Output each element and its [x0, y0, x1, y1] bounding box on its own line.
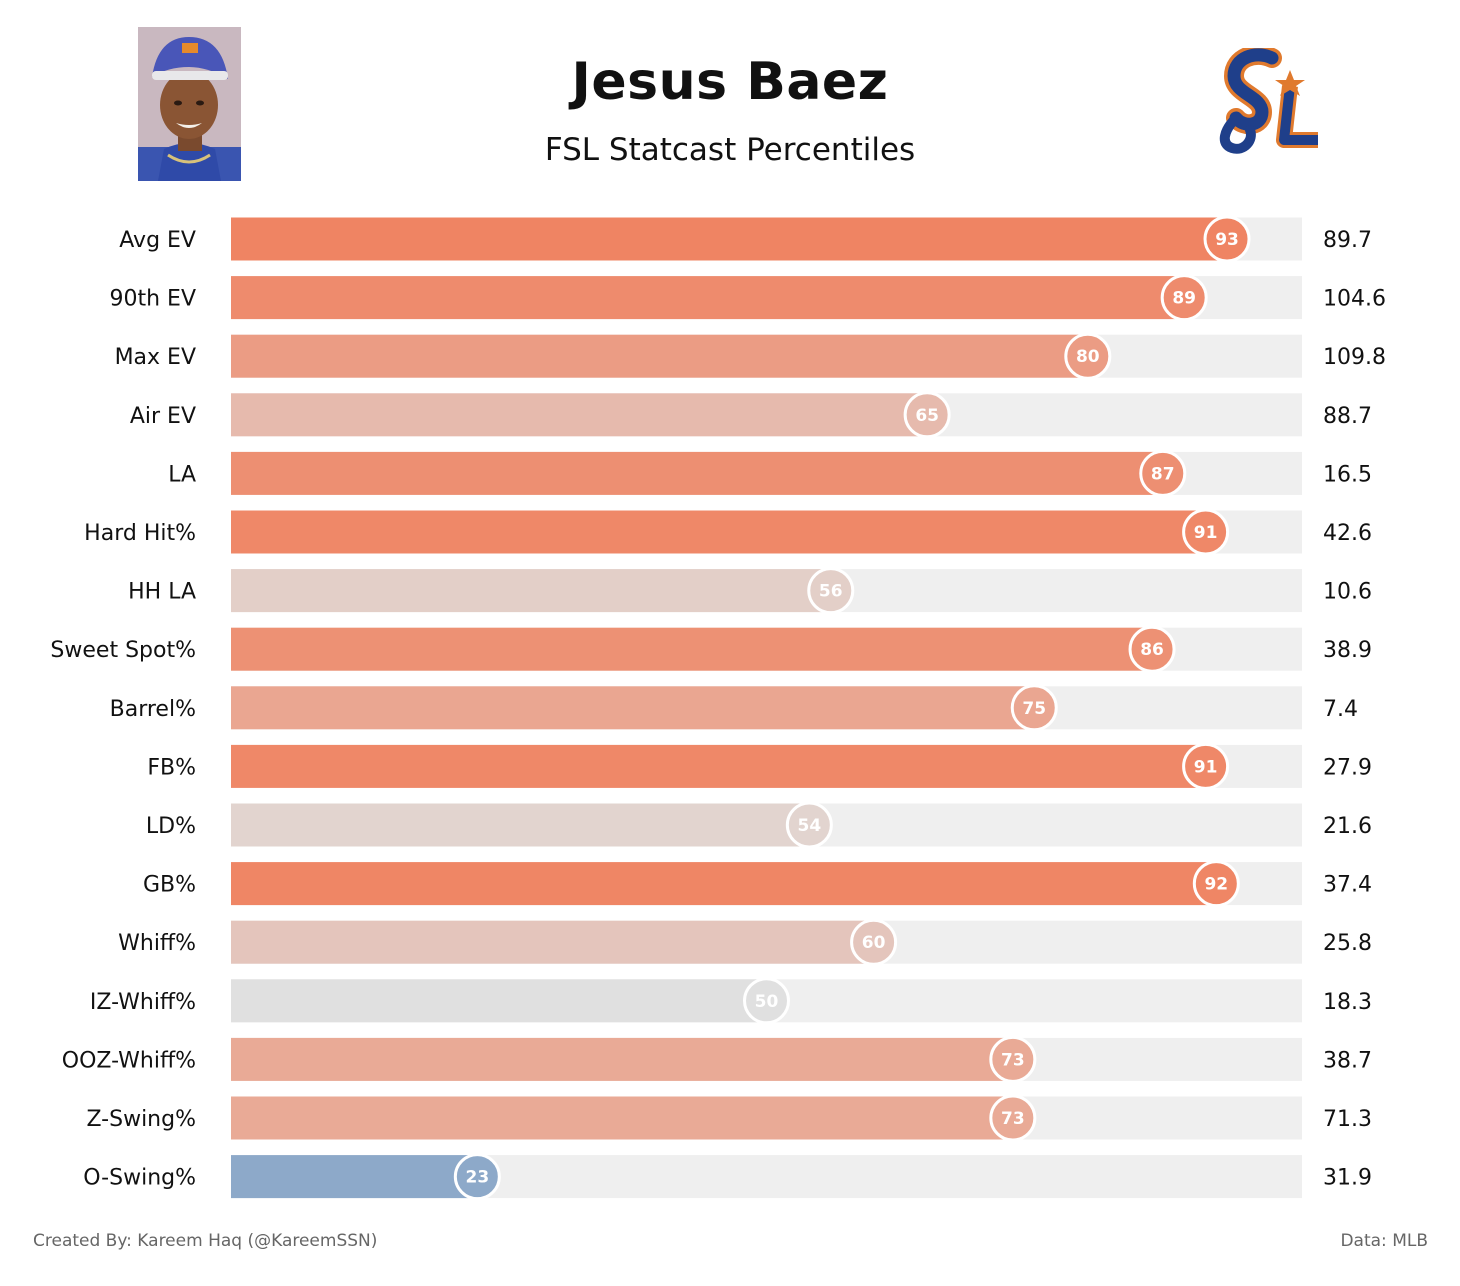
stat-value: 42.6 [1323, 521, 1372, 546]
percentile-badge [850, 918, 898, 966]
metric-label: Sweet Spot% [50, 638, 196, 663]
percentile-value: 56 [819, 582, 843, 602]
percentile-bar [231, 1037, 1013, 1081]
percentile-badge [1128, 625, 1176, 673]
stat-value: 38.7 [1323, 1048, 1372, 1073]
percentile-value: 86 [1140, 640, 1164, 660]
player-photo [138, 27, 241, 181]
percentile-bar [231, 510, 1206, 554]
metric-label: Air EV [130, 404, 196, 429]
metric-label: Max EV [115, 345, 196, 370]
percentile-bar [231, 627, 1153, 671]
percentile-bar [231, 217, 1228, 261]
percentile-bar [231, 686, 1035, 730]
percentile-badge [1064, 332, 1112, 380]
metric-label: OOZ-Whiff% [62, 1048, 196, 1073]
stat-value: 16.5 [1323, 462, 1372, 487]
percentile-badge [989, 1094, 1037, 1142]
footer-source: Data: MLB [1340, 1231, 1428, 1251]
percentile-bar [231, 803, 810, 847]
percentile-badge [807, 567, 855, 615]
percentile-value: 65 [915, 406, 939, 426]
percentile-bar [231, 1155, 478, 1199]
percentile-bar [231, 451, 1163, 495]
metric-label: Barrel% [110, 697, 196, 722]
percentile-value: 50 [755, 992, 779, 1012]
percentile-badge [989, 1035, 1037, 1083]
percentile-bar-chart: Avg EV 93 89.7 90th EV 89 104.6 Max EV 80 109.8 A… [50, 215, 1386, 1201]
stat-value: 38.9 [1323, 638, 1372, 663]
percentile-bar [231, 862, 1217, 906]
percentile-value: 73 [1001, 1109, 1025, 1129]
metric-label: Whiff% [118, 931, 196, 956]
percentile-bar [231, 744, 1206, 788]
percentile-bar [231, 979, 767, 1023]
team-logo [1219, 48, 1318, 154]
stat-value: 37.4 [1323, 873, 1372, 898]
metric-label: LA [168, 462, 196, 487]
metric-label: O-Swing% [83, 1166, 196, 1191]
percentile-badge [1139, 449, 1187, 497]
percentile-bar [231, 334, 1088, 378]
percentile-bar [231, 393, 928, 437]
metric-label: Hard Hit% [84, 521, 196, 546]
chart-title: Jesus Baez [571, 52, 889, 112]
percentile-badge [1182, 508, 1230, 556]
metric-label: Z-Swing% [86, 1107, 196, 1132]
stat-value: 25.8 [1323, 931, 1372, 956]
percentile-badge [1192, 860, 1240, 908]
stat-value: 31.9 [1323, 1166, 1372, 1191]
percentile-bar [231, 276, 1185, 320]
stat-value: 7.4 [1323, 697, 1358, 722]
percentile-badge [1203, 215, 1251, 263]
metric-label: FB% [147, 755, 196, 780]
footer-credit: Created By: Kareem Haq (@KareemSSN) [33, 1231, 378, 1251]
percentile-value: 73 [1001, 1050, 1025, 1070]
metric-label: IZ-Whiff% [90, 990, 196, 1015]
percentile-badge [785, 801, 833, 849]
metric-label: LD% [146, 814, 196, 839]
stat-value: 10.6 [1323, 580, 1372, 605]
percentile-value: 87 [1151, 464, 1175, 484]
percentile-value: 91 [1194, 757, 1218, 777]
stat-value: 18.3 [1323, 990, 1372, 1015]
metric-label: HH LA [128, 580, 196, 605]
stat-value: 104.6 [1323, 287, 1386, 312]
stat-value: 21.6 [1323, 814, 1372, 839]
percentile-value: 60 [862, 933, 886, 953]
percentile-bar [231, 569, 831, 613]
metric-label: 90th EV [109, 287, 196, 312]
percentile-value: 91 [1194, 523, 1218, 543]
chart-subtitle: FSL Statcast Percentiles [544, 132, 916, 168]
stat-value: 89.7 [1323, 228, 1372, 253]
percentile-badge [453, 1153, 501, 1201]
stat-value: 109.8 [1323, 345, 1386, 370]
percentile-value: 92 [1204, 875, 1228, 895]
percentile-value: 80 [1076, 347, 1100, 367]
percentile-bar [231, 1096, 1013, 1140]
percentile-value: 23 [465, 1168, 489, 1188]
percentile-value: 89 [1172, 289, 1196, 309]
stat-value: 27.9 [1323, 755, 1372, 780]
metric-label: Avg EV [119, 228, 196, 253]
percentile-badge [903, 391, 951, 439]
stat-value: 88.7 [1323, 404, 1372, 429]
metric-label: GB% [143, 873, 196, 898]
percentile-value: 54 [798, 816, 822, 836]
percentile-badge [1182, 742, 1230, 790]
percentile-bar [231, 920, 874, 964]
percentile-badge [1160, 274, 1208, 322]
stat-value: 71.3 [1323, 1107, 1372, 1132]
percentile-badge [743, 977, 790, 1025]
percentile-badge [1010, 684, 1058, 732]
percentile-value: 93 [1215, 230, 1239, 250]
percentile-value: 75 [1022, 699, 1046, 719]
